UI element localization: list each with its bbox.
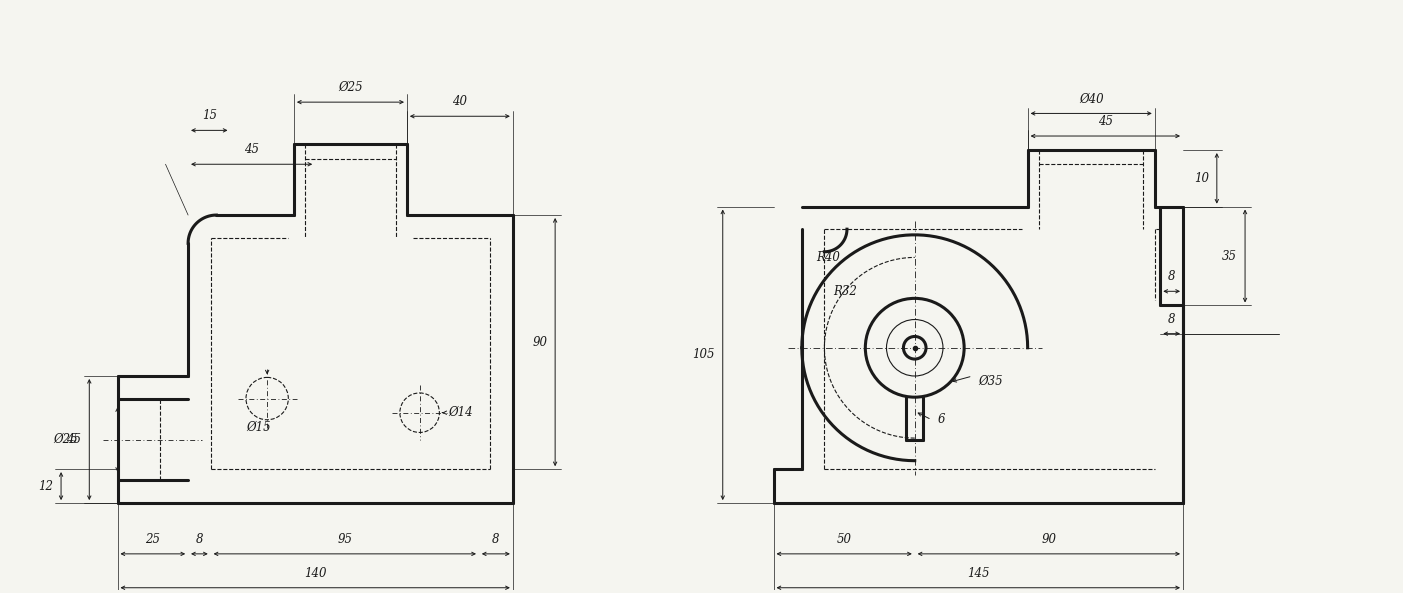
Text: 25: 25 <box>146 533 160 546</box>
Text: 140: 140 <box>304 567 327 580</box>
Text: 8: 8 <box>195 533 203 546</box>
Text: R32: R32 <box>833 285 857 298</box>
Text: 145: 145 <box>967 567 989 580</box>
Text: 12: 12 <box>38 480 53 493</box>
Text: 95: 95 <box>337 533 352 546</box>
Text: 105: 105 <box>692 348 714 361</box>
Text: Ø25: Ø25 <box>338 81 363 94</box>
Text: 45: 45 <box>244 144 260 157</box>
Text: Ø35: Ø35 <box>978 375 1003 388</box>
Text: 8: 8 <box>492 533 499 546</box>
Text: 10: 10 <box>1194 172 1209 185</box>
Text: 45: 45 <box>1097 115 1113 128</box>
Text: 45: 45 <box>66 433 81 446</box>
Text: R40: R40 <box>817 251 840 264</box>
Text: Ø15: Ø15 <box>247 421 271 434</box>
Text: Ø25: Ø25 <box>53 433 79 446</box>
Text: 50: 50 <box>836 533 852 546</box>
Text: Ø14: Ø14 <box>448 406 473 419</box>
Text: Ø40: Ø40 <box>1079 93 1104 106</box>
Text: 90: 90 <box>1041 533 1056 546</box>
Text: 40: 40 <box>452 95 467 109</box>
Text: 8: 8 <box>1167 313 1176 326</box>
Text: 15: 15 <box>202 110 217 122</box>
Text: 90: 90 <box>532 336 547 349</box>
Text: 8: 8 <box>1167 270 1176 283</box>
Text: 6: 6 <box>937 413 944 426</box>
Text: 35: 35 <box>1222 250 1237 263</box>
